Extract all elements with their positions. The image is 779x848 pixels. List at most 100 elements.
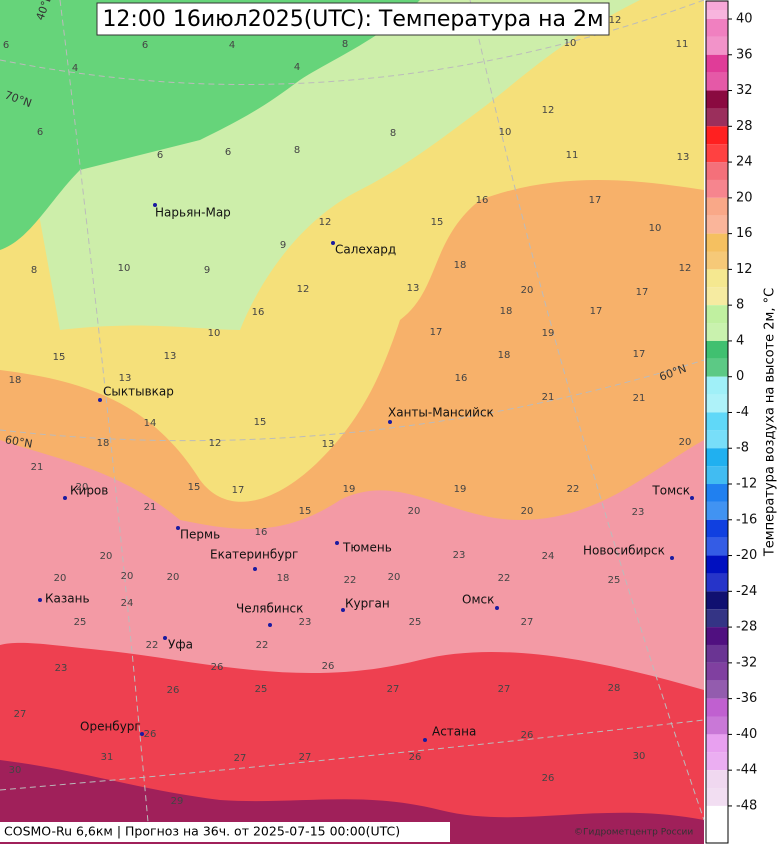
colorbar-band [706, 323, 728, 341]
colorbar-tick-label: -32 [736, 655, 757, 670]
city-marker [163, 636, 167, 640]
city-label: Киров [70, 484, 108, 498]
colorbar-frame [705, 0, 729, 844]
city-marker [331, 241, 335, 245]
colorbar-band [706, 448, 728, 467]
temperature-label: 15 [188, 482, 201, 493]
temperature-label: 27 [521, 617, 534, 628]
colorbar-tick-label: -48 [736, 798, 757, 813]
colorbar-band [706, 108, 728, 127]
city-label: Челябинск [236, 602, 303, 616]
colorbar-band [706, 430, 728, 449]
temperature-label: 20 [679, 437, 692, 448]
temperature-label: 17 [589, 195, 602, 206]
colorbar-band [706, 126, 728, 145]
colorbar-tick-label: 4 [736, 333, 744, 348]
temperature-label: 23 [55, 663, 68, 674]
colorbar-tick-label: -36 [736, 691, 757, 706]
temperature-label: 15 [53, 352, 66, 363]
temperature-label: 10 [499, 127, 512, 138]
temperature-label: 21 [144, 502, 157, 513]
city-label: Тюмень [342, 541, 392, 555]
city-marker [423, 738, 427, 742]
colorbar-tick-label: 36 [736, 47, 753, 62]
colorbar-band [706, 394, 728, 413]
temperature-label: 19 [454, 484, 467, 495]
title-box [96, 2, 610, 36]
temperature-label: 30 [633, 751, 646, 762]
footer-model: COSMO-Ru 6,6км | Прогноз на 36ч. от 2025… [4, 824, 400, 839]
temperature-label: 13 [322, 439, 335, 450]
temperature-label: 6 [142, 40, 148, 51]
temperature-label: 27 [498, 684, 511, 695]
colorbar-tick-label: 12 [736, 262, 753, 277]
colorbar-band [706, 823, 728, 842]
graticule-label: 60°N [4, 433, 34, 451]
colorbar-band [706, 770, 728, 789]
colorbar-band [706, 734, 728, 753]
colorbar-band [706, 215, 728, 234]
temperature-label: 26 [167, 685, 180, 696]
temperature-label: 20 [121, 571, 134, 582]
temperature-label: 20 [76, 482, 89, 493]
temperature-label: 22 [146, 640, 159, 651]
temperature-label: 11 [566, 150, 579, 161]
colorbar-tick-label: -12 [736, 477, 757, 492]
colorbar-tick-label: -28 [736, 620, 757, 635]
temperature-label: 18 [498, 350, 511, 361]
temperature-label: 21 [542, 392, 555, 403]
city-marker [341, 608, 345, 612]
colorbar-band [706, 10, 728, 19]
city-marker [388, 420, 392, 424]
city-marker [153, 203, 157, 207]
colorbar-tick-label: -24 [736, 584, 757, 599]
city-marker [38, 598, 42, 602]
city-marker [335, 541, 339, 545]
colorbar-label: Температура воздуха на высоте 2м, °C [763, 288, 778, 557]
city-marker [98, 398, 102, 402]
city-label: Казань [45, 592, 90, 606]
colorbar-tick-label: -20 [736, 548, 757, 563]
city-label: Пермь [180, 528, 220, 542]
temperature-label: 31 [101, 752, 114, 763]
title: 12:00 16июл2025(UTC): Температура на 2м [102, 7, 603, 32]
colorbar-band [706, 555, 728, 574]
temperature-label: 12 [319, 217, 332, 228]
graticule-line [0, 0, 705, 845]
colorbar-band [706, 752, 728, 771]
temperature-label: 21 [633, 393, 646, 404]
footer-copyright: ©Гидрометцентр России [574, 828, 693, 838]
temperature-label: 22 [498, 573, 511, 584]
colorbar-band [706, 19, 728, 37]
colorbar-band [706, 269, 728, 288]
colorbar-band [706, 537, 728, 556]
colorbar-band [706, 501, 728, 520]
colorbar-band [706, 90, 728, 109]
temperature-label: 8 [390, 128, 396, 139]
temperature-label: 6 [225, 147, 231, 158]
temperature-label: 20 [521, 506, 534, 517]
colorbar-band [706, 358, 728, 377]
temperature-label: 26 [521, 730, 534, 741]
temperature-label: 30 [9, 765, 22, 776]
colorbar-band [706, 716, 728, 735]
temperature-label: 27 [387, 684, 400, 695]
temperature-label: 13 [119, 373, 132, 384]
colorbar-band [706, 627, 728, 645]
city-marker [690, 496, 694, 500]
colorbar-band [706, 644, 728, 663]
temperature-label: 16 [455, 373, 468, 384]
colorbar-band [706, 591, 728, 610]
temperature-label: 23 [453, 550, 466, 561]
temperature-label: 16 [252, 307, 265, 318]
colorbar-tick-label: 0 [736, 369, 744, 384]
city-label: Уфа [168, 638, 193, 652]
colorbar-tick-label: -40 [736, 727, 757, 742]
city-label: Новосибирск [583, 544, 665, 558]
temperature-label: 25 [74, 617, 87, 628]
temperature-label: 10 [564, 38, 577, 49]
colorbar-band [706, 788, 728, 806]
temperature-label: 12 [679, 263, 692, 274]
temperature-label: 25 [255, 684, 268, 695]
